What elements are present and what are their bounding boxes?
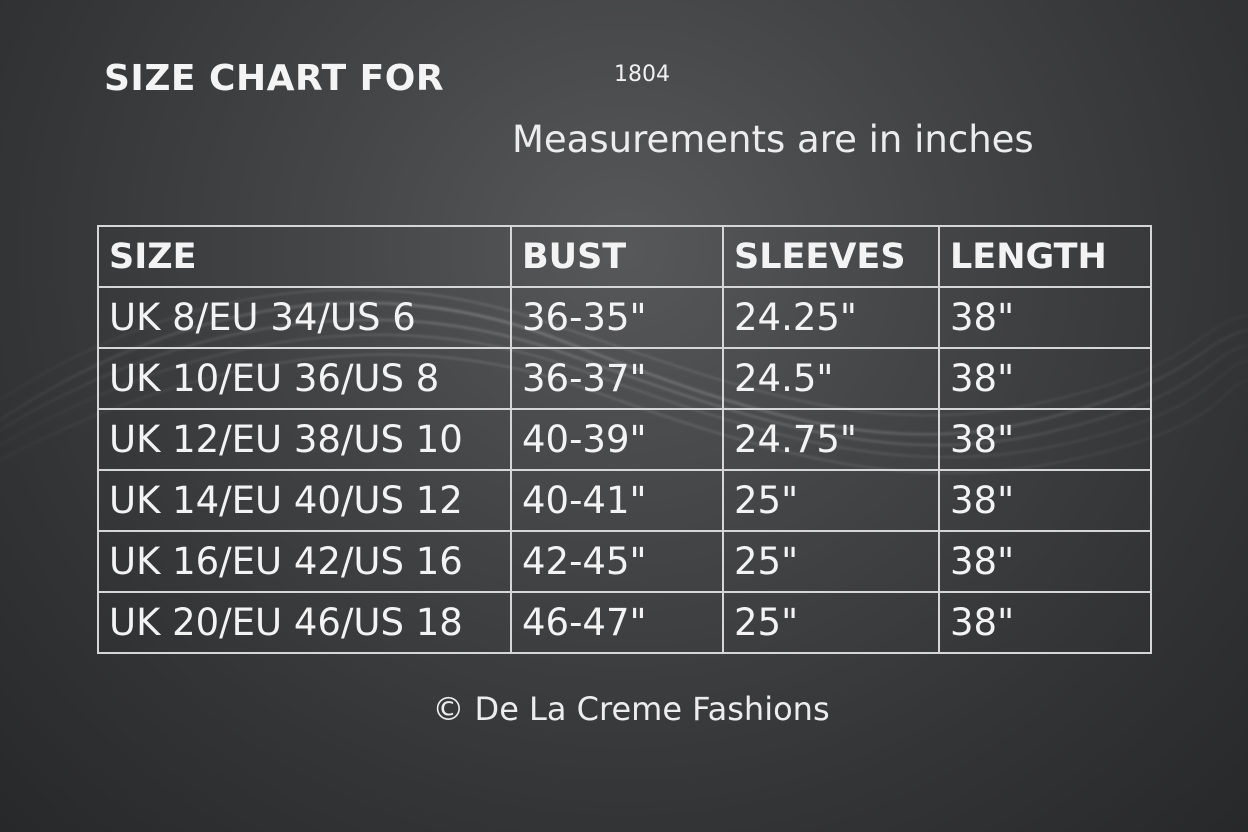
measurement-note: Measurements are in inches — [512, 118, 1034, 161]
cell-sleeves: 24.25" — [722, 286, 940, 349]
table-row: UK 16/EU 42/US 16 42-45" 25" 38" — [97, 530, 1152, 593]
cell-bust: 42-45" — [510, 530, 724, 593]
header-size: SIZE — [97, 225, 512, 288]
table-row: UK 12/EU 38/US 10 40-39" 24.75" 38" — [97, 408, 1152, 471]
table-header-row: SIZE BUST SLEEVES LENGTH — [97, 225, 1152, 288]
cell-length: 38" — [938, 286, 1152, 349]
cell-size: UK 10/EU 36/US 8 — [97, 347, 512, 410]
cell-bust: 36-37" — [510, 347, 724, 410]
cell-length: 38" — [938, 469, 1152, 532]
cell-bust: 36-35" — [510, 286, 724, 349]
header-bust: BUST — [510, 225, 724, 288]
table-row: UK 20/EU 46/US 18 46-47" 25" 38" — [97, 591, 1152, 654]
page-title: SIZE CHART FOR — [104, 58, 445, 99]
cell-sleeves: 24.5" — [722, 347, 940, 410]
copyright-notice: © De La Creme Fashions — [432, 690, 830, 728]
cell-bust: 46-47" — [510, 591, 724, 654]
cell-length: 38" — [938, 530, 1152, 593]
size-chart-table: SIZE BUST SLEEVES LENGTH UK 8/EU 34/US 6… — [97, 225, 1152, 654]
cell-size: UK 14/EU 40/US 12 — [97, 469, 512, 532]
cell-sleeves: 24.75" — [722, 408, 940, 471]
cell-size: UK 16/EU 42/US 16 — [97, 530, 512, 593]
cell-sleeves: 25" — [722, 530, 940, 593]
cell-bust: 40-39" — [510, 408, 724, 471]
cell-length: 38" — [938, 408, 1152, 471]
header-sleeves: SLEEVES — [722, 225, 940, 288]
header-length: LENGTH — [938, 225, 1152, 288]
cell-bust: 40-41" — [510, 469, 724, 532]
cell-size: UK 8/EU 34/US 6 — [97, 286, 512, 349]
cell-length: 38" — [938, 347, 1152, 410]
cell-sleeves: 25" — [722, 469, 940, 532]
cell-size: UK 20/EU 46/US 18 — [97, 591, 512, 654]
cell-size: UK 12/EU 38/US 10 — [97, 408, 512, 471]
table-row: UK 10/EU 36/US 8 36-37" 24.5" 38" — [97, 347, 1152, 410]
cell-sleeves: 25" — [722, 591, 940, 654]
table-row: UK 14/EU 40/US 12 40-41" 25" 38" — [97, 469, 1152, 532]
product-code: 1804 — [614, 62, 670, 87]
cell-length: 38" — [938, 591, 1152, 654]
table-row: UK 8/EU 34/US 6 36-35" 24.25" 38" — [97, 286, 1152, 349]
